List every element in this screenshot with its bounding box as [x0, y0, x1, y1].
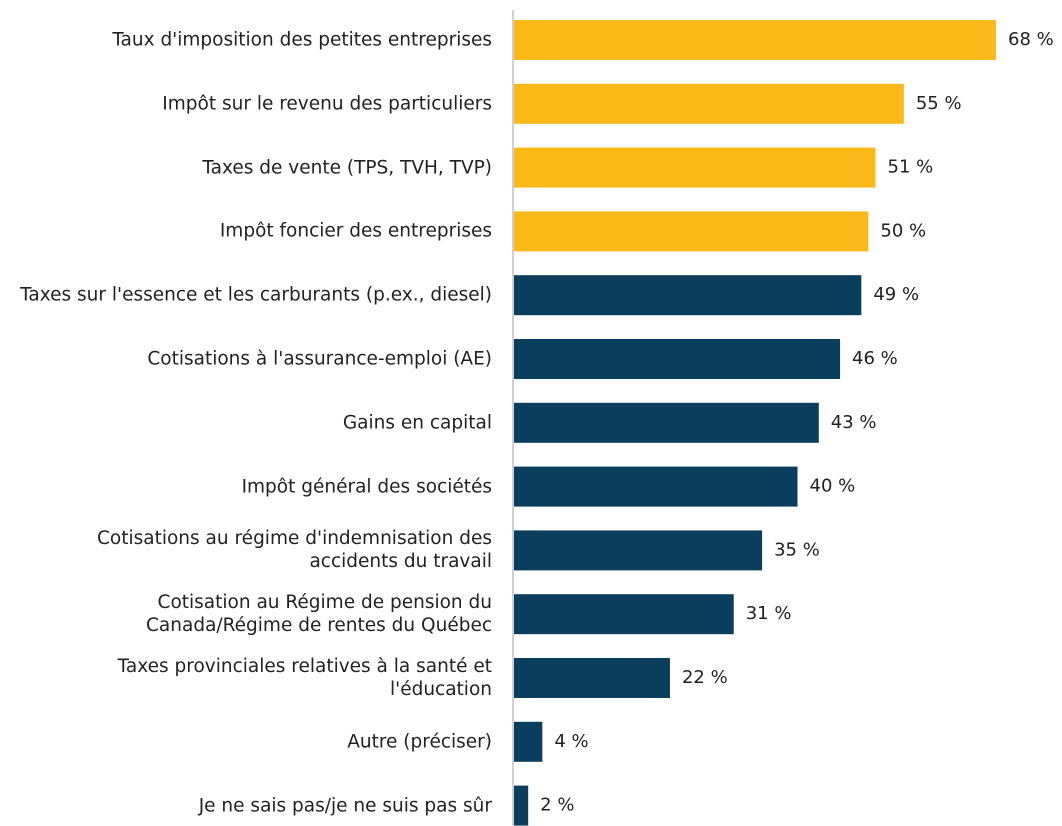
- value-label: 46 %: [852, 348, 898, 369]
- category-label: Taxes provinciales relatives à la santé …: [117, 656, 492, 700]
- value-label: 35 %: [774, 539, 820, 560]
- value-label: 43 %: [831, 412, 877, 433]
- bar: [514, 594, 734, 635]
- value-label: 50 %: [880, 220, 926, 241]
- value-label: 2 %: [540, 795, 574, 816]
- bar: [514, 466, 798, 507]
- value-label: 31 %: [746, 603, 792, 624]
- category-label: Taxes sur l'essence et les carburants (p…: [20, 284, 492, 306]
- category-label: Impôt sur le revenu des particuliers: [162, 93, 492, 115]
- bar: [514, 785, 529, 826]
- category-label: Impôt foncier des entreprises: [219, 220, 492, 242]
- value-label: 49 %: [873, 284, 919, 305]
- bar: [514, 530, 763, 571]
- value-label: 68 %: [1008, 29, 1054, 50]
- bar: [514, 211, 869, 252]
- bar: [514, 20, 996, 60]
- bar: [514, 721, 543, 762]
- category-label: Taux d'imposition des petites entreprise…: [112, 29, 492, 51]
- category-label: Taxes de vente (TPS, TVH, TVP): [202, 157, 492, 179]
- category-label: Cotisation au Régime de pension du Canad…: [146, 592, 492, 637]
- category-label: Gains en capital: [342, 412, 492, 434]
- category-label: Autre (préciser): [347, 731, 492, 753]
- value-label: 22 %: [682, 667, 728, 688]
- category-label: Cotisations au régime d'indemnisation de…: [96, 528, 492, 573]
- bar: [514, 339, 841, 379]
- value-label: 4 %: [554, 731, 588, 752]
- category-label: Je ne sais pas/je ne suis pas sûr: [198, 795, 492, 817]
- bar: [514, 402, 819, 443]
- bar: [514, 275, 862, 316]
- category-label: Cotisations à l'assurance-emploi (AE): [147, 348, 492, 370]
- value-label: 40 %: [810, 476, 856, 497]
- value-label: 55 %: [916, 93, 962, 114]
- value-label: 51 %: [888, 157, 934, 178]
- bar: [514, 147, 876, 188]
- category-label: Impôt général des sociétés: [241, 476, 492, 498]
- bar: [514, 83, 904, 124]
- bar: [514, 658, 670, 698]
